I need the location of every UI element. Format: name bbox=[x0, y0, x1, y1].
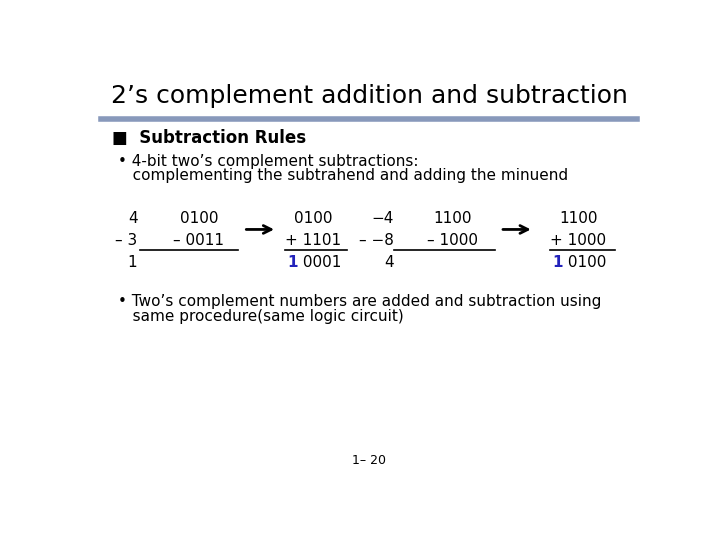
Text: ■  Subtraction Rules: ■ Subtraction Rules bbox=[112, 129, 307, 146]
Text: 1: 1 bbox=[287, 255, 297, 270]
Text: + 1000: + 1000 bbox=[550, 233, 606, 248]
Text: 1100: 1100 bbox=[433, 211, 472, 226]
Text: 2’s complement addition and subtraction: 2’s complement addition and subtraction bbox=[111, 84, 627, 108]
Text: 0100: 0100 bbox=[294, 211, 333, 226]
Text: 4: 4 bbox=[384, 255, 394, 270]
Text: 4: 4 bbox=[128, 211, 138, 226]
Text: 0100: 0100 bbox=[562, 255, 606, 270]
Text: • 4-bit two’s complement subtractions:: • 4-bit two’s complement subtractions: bbox=[118, 154, 418, 169]
Text: 1– 20: 1– 20 bbox=[352, 454, 386, 467]
Text: 1: 1 bbox=[552, 255, 562, 270]
Text: 0100: 0100 bbox=[179, 211, 218, 226]
Text: – 0011: – 0011 bbox=[174, 233, 225, 248]
Text: 1100: 1100 bbox=[559, 211, 598, 226]
Text: • Two’s complement numbers are added and subtraction using: • Two’s complement numbers are added and… bbox=[118, 294, 601, 309]
Text: same procedure(same logic circuit): same procedure(same logic circuit) bbox=[118, 309, 404, 324]
Text: – 3: – 3 bbox=[115, 233, 138, 248]
Text: + 1101: + 1101 bbox=[285, 233, 341, 248]
Text: complementing the subtrahend and adding the minuend: complementing the subtrahend and adding … bbox=[118, 168, 568, 183]
Text: – −8: – −8 bbox=[359, 233, 394, 248]
Text: – 1000: – 1000 bbox=[427, 233, 478, 248]
Text: 1: 1 bbox=[128, 255, 138, 270]
Text: −4: −4 bbox=[372, 211, 394, 226]
Text: 0001: 0001 bbox=[297, 255, 341, 270]
